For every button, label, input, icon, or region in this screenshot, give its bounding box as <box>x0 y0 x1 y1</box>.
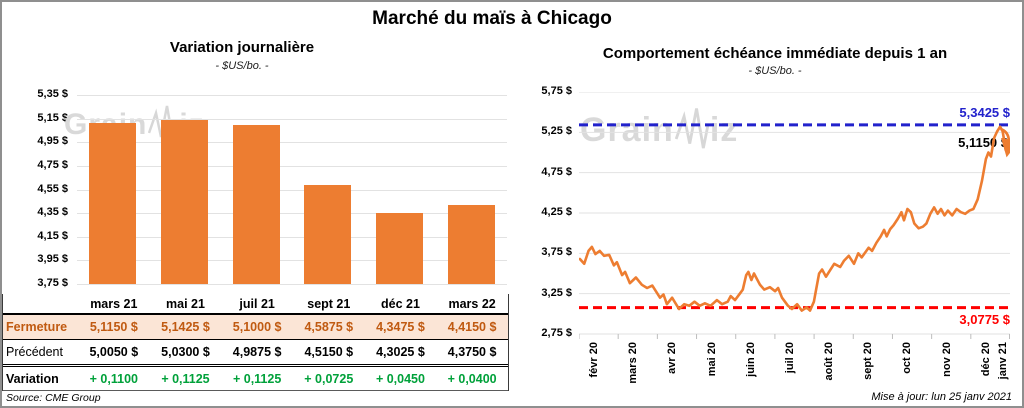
x-tick-label: mars 20 <box>627 342 640 384</box>
value-cell: + 0,1100 <box>89 371 138 386</box>
row-label: Variation <box>6 371 59 386</box>
bar-déc-21 <box>376 213 423 284</box>
row-label: Précédent <box>6 345 63 359</box>
y-tick-label: 3,95 $ <box>37 253 68 266</box>
value-cell: + 0,1125 <box>161 371 210 386</box>
bar-mars-22 <box>447 205 495 284</box>
bar-chart-plot <box>77 95 507 285</box>
last-price-label: 5,1150 $ <box>958 135 1008 151</box>
line-chart-subtitle: - $US/bo. - <box>748 65 802 77</box>
y-tick-label: 4,75 $ <box>37 158 68 171</box>
y-tick-label: 5,25 $ <box>541 125 572 138</box>
x-tick-label: oct 20 <box>901 342 914 374</box>
x-tick-label: févr 20 <box>588 342 600 378</box>
updated-note: Mise à jour: lun 25 janv 2021 <box>871 391 1012 403</box>
bar-juil-21 <box>232 124 280 284</box>
value-cell: 5,0300 $ <box>161 345 210 359</box>
value-cell: + 0,0725 <box>304 371 354 386</box>
gridline <box>77 95 507 96</box>
watermark-text: iz <box>709 110 739 149</box>
trend-arrow <box>1000 127 1019 158</box>
value-cell: 5,1150 $ <box>89 320 138 334</box>
line-chart-title: Comportement échéance immédiate depuis 1… <box>602 45 948 62</box>
table-row-variation: Variation + 0,1100 + 0,1125 + 0,1125 + 0,072… <box>3 367 508 391</box>
column-header: sept 21 <box>307 296 351 311</box>
gridline <box>77 260 507 262</box>
y-tick-label: 4,25 $ <box>541 206 572 218</box>
value-cell: 4,3475 $ <box>376 320 425 334</box>
line-chart-plot <box>578 91 1019 342</box>
y-tick-label: 4,75 $ <box>541 165 572 178</box>
column-header: mai 21 <box>166 296 205 311</box>
row-label: Fermeture <box>6 320 68 334</box>
value-cell: 5,0050 $ <box>89 345 139 359</box>
support-value-label: 3,0775 $ <box>959 311 1010 327</box>
bar-mars-21 <box>89 122 137 284</box>
x-tick-label: nov 20 <box>940 342 953 377</box>
gridline <box>77 189 507 191</box>
table-header-row: mars 21 mai 21 juil 21 sept 21 déc 21 mars 22 <box>3 294 508 315</box>
gridline <box>77 142 507 144</box>
value-cell: + 0,0450 <box>375 371 425 386</box>
y-tick-label: 2,75 $ <box>541 327 572 339</box>
y-tick-label: 3,75 $ <box>541 246 572 259</box>
x-tick-label: janv 21 <box>997 342 1009 380</box>
column-header: juil 21 <box>239 296 275 311</box>
gridline <box>77 165 507 167</box>
y-tick-label: 3,75 $ <box>37 277 68 289</box>
value-cell: 4,3750 $ <box>447 345 497 359</box>
y-tick-label: 5,35 $ <box>37 88 68 100</box>
table-row-precedent: Précédent 5,0050 $ 5,0300 $ 4,9875 $ 4,5150 … <box>3 340 508 367</box>
bar-chart-subtitle: - $US/bo. - <box>215 60 269 72</box>
column-header: déc 21 <box>380 296 420 311</box>
y-tick-label: 4,15 $ <box>37 229 68 242</box>
x-tick-label: déc 20 <box>979 342 992 377</box>
x-tick-label: mai 20 <box>705 342 718 377</box>
watermark-text: Grain <box>580 110 674 149</box>
gridline <box>77 118 507 120</box>
grainwiz-watermark-right: Grain iz <box>580 107 738 153</box>
y-tick-label: 5,15 $ <box>37 111 68 124</box>
value-cell: 5,1000 $ <box>232 320 282 334</box>
y-tick-label: 4,35 $ <box>37 206 68 219</box>
gridline <box>77 213 507 215</box>
price-line <box>578 125 1011 312</box>
column-header: mars 21 <box>90 296 138 311</box>
value-cell: 4,5150 $ <box>304 345 354 359</box>
line-chart-svg <box>578 91 1019 339</box>
value-cell: + 0,0400 <box>447 371 497 386</box>
x-tick-label: août 20 <box>823 342 836 381</box>
column-header: mars 22 <box>448 296 496 311</box>
value-cell: 4,3025 $ <box>376 345 425 359</box>
bar-sept-21 <box>304 185 352 284</box>
x-tick-label: avr 20 <box>666 342 679 374</box>
value-cell: 4,5875 $ <box>304 320 354 334</box>
source-note: Source: CME Group <box>6 392 101 404</box>
value-cell: 4,9875 $ <box>232 345 282 359</box>
quote-table: mars 21 mai 21 juil 21 sept 21 déc 21 mars 22… <box>2 294 509 391</box>
table-row-fermeture: Fermeture 5,1150 $ 5,1425 $ 5,1000 $ 4,5875 … <box>3 315 508 340</box>
y-tick-label: 4,95 $ <box>37 135 68 148</box>
bar-chart-title: Variation journalière <box>169 39 315 56</box>
gridline <box>77 236 507 238</box>
y-tick-label: 5,75 $ <box>541 85 572 97</box>
x-tick-label: sept 20 <box>862 342 875 380</box>
page-title: Marché du maïs à Chicago <box>372 8 612 29</box>
value-cell: + 0,1125 <box>232 371 282 386</box>
value-cell: 4,4150 $ <box>447 320 497 334</box>
value-cell: 5,1425 $ <box>161 320 210 334</box>
x-tick-label: juin 20 <box>744 342 757 377</box>
resistance-value-label: 5,3425 $ <box>959 104 1010 120</box>
y-tick-label: 4,55 $ <box>37 182 68 195</box>
bar-mai-21 <box>161 119 208 284</box>
y-tick-label: 3,25 $ <box>541 286 572 299</box>
gridline <box>77 284 507 285</box>
x-tick-label: juil 20 <box>783 342 796 374</box>
